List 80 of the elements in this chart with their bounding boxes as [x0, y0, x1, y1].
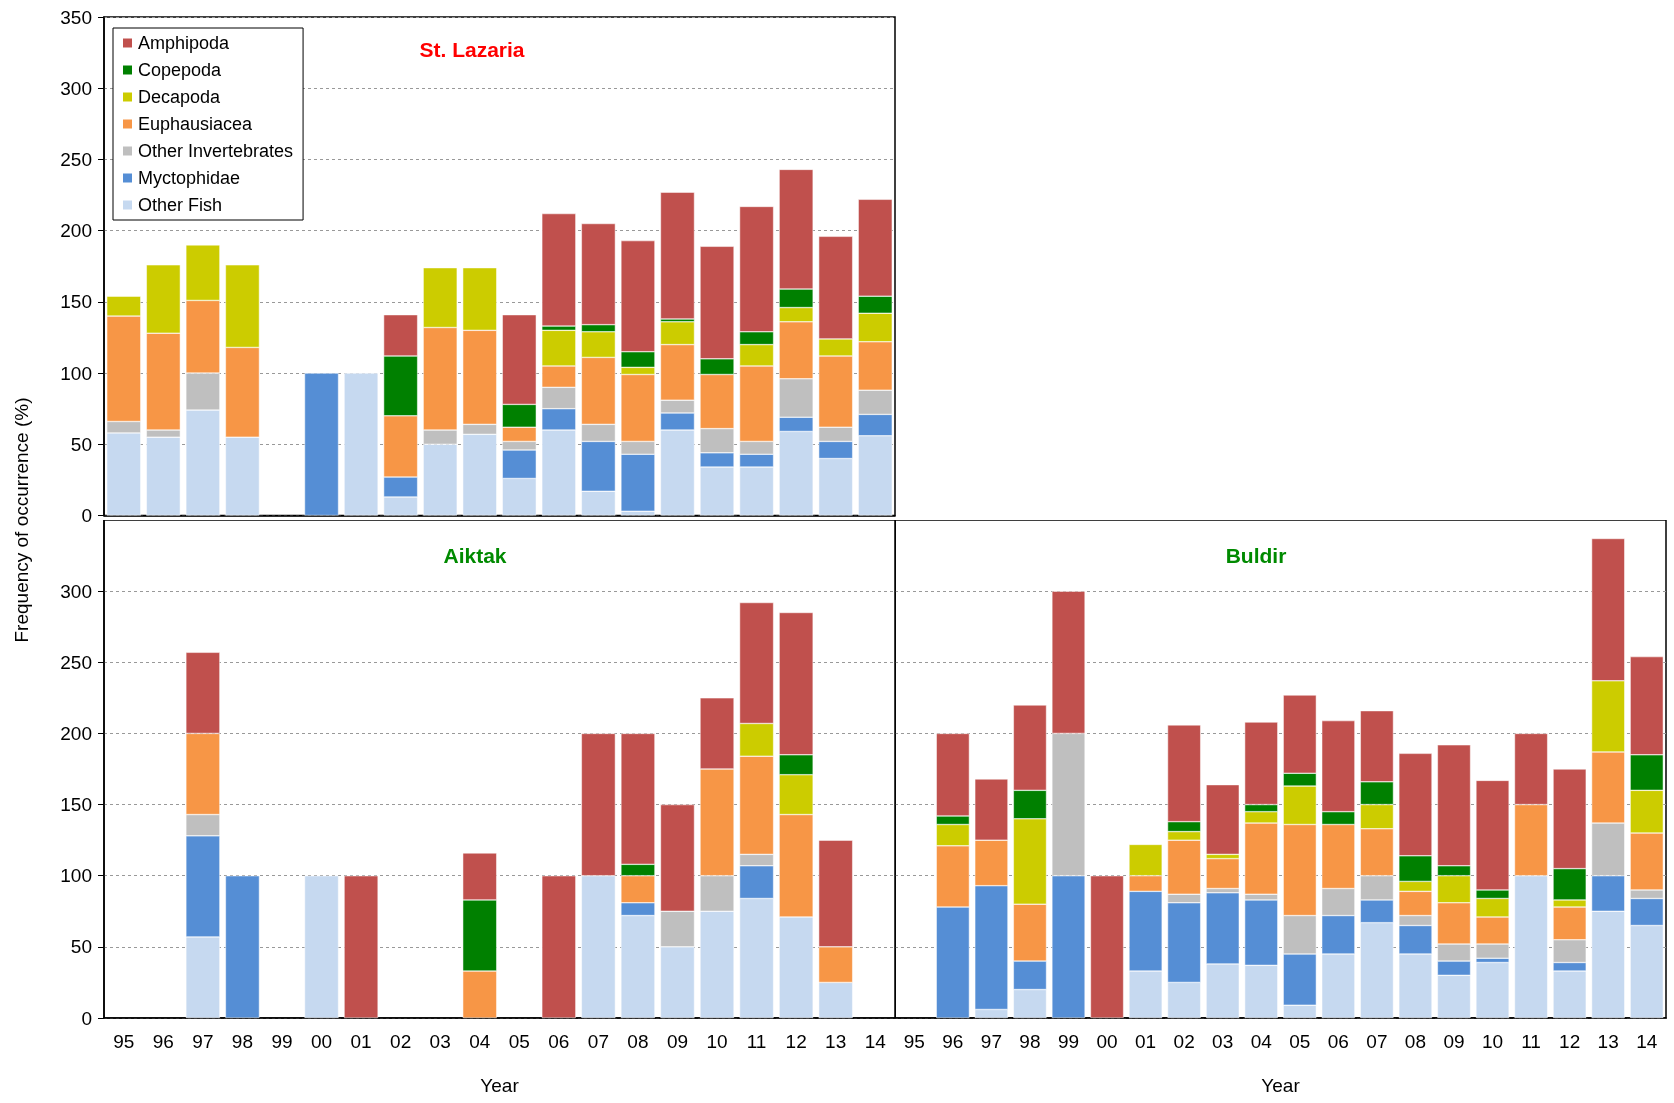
x-tick-label: 00 — [310, 1031, 333, 1052]
y-tick-label: 200 — [60, 220, 92, 242]
x-tick-label: 12 — [785, 1031, 807, 1052]
x-tick-label: 06 — [1327, 1031, 1349, 1052]
x-tick-label: 02 — [1173, 1031, 1195, 1052]
bar — [344, 875, 379, 1018]
x-tick-label: 05 — [508, 1031, 530, 1052]
y-tick-label: 250 — [60, 148, 92, 170]
x-tick-label: 97 — [192, 1031, 214, 1052]
y-tick-label: 0 — [81, 1007, 92, 1029]
bar — [541, 213, 576, 327]
x-tick-label: 04 — [1250, 1031, 1273, 1052]
bar — [660, 192, 695, 319]
legend-label: Euphausiacea — [138, 114, 254, 134]
x-tick-label: 14 — [1636, 1031, 1658, 1052]
y-tick-label: 0 — [81, 505, 92, 526]
x-tick-label: 09 — [1443, 1031, 1465, 1052]
legend-label: Copepoda — [138, 60, 223, 80]
x-tick-label: 03 — [1212, 1031, 1234, 1052]
x-tick-label: 98 — [231, 1031, 253, 1052]
x-tick-label: 96 — [942, 1031, 964, 1052]
legend-label: Decapoda — [138, 87, 222, 107]
x-tick-label: 95 — [113, 1031, 135, 1052]
x-tick-label: 07 — [1366, 1031, 1388, 1052]
y-tick-label: 300 — [60, 77, 92, 99]
x-tick-label: 13 — [825, 1031, 847, 1052]
x-tick-label: 00 — [1096, 1031, 1118, 1052]
text: Aiktak — [443, 544, 507, 567]
x-axis-title: Year — [1261, 1075, 1301, 1096]
x-tick-label: 07 — [587, 1031, 609, 1052]
x-tick-label: 06 — [548, 1031, 570, 1052]
x-tick-label: 10 — [706, 1031, 728, 1052]
bar — [225, 875, 260, 1018]
y-tick-label: 100 — [60, 362, 92, 384]
x-tick-label: 05 — [1289, 1031, 1311, 1052]
bar — [304, 875, 339, 1018]
legend-label: Other Invertebrates — [138, 141, 294, 161]
bar — [1206, 858, 1240, 889]
x-tick-label: 08 — [1404, 1031, 1426, 1052]
x-tick-label: 13 — [1597, 1031, 1619, 1052]
x-tick-label: 10 — [1481, 1031, 1504, 1052]
x-tick-label: 95 — [903, 1031, 925, 1052]
x-tick-label: 04 — [469, 1031, 491, 1052]
bar — [344, 373, 379, 516]
x-tick-label: 97 — [980, 1031, 1002, 1052]
text: St. Lazaria — [419, 38, 525, 61]
bar — [1475, 962, 1510, 1018]
x-tick-label: 99 — [1057, 1031, 1080, 1052]
legend-label: Myctophidae — [138, 168, 241, 188]
bar — [1206, 784, 1240, 855]
y-tick-label: 150 — [60, 291, 92, 313]
x-tick-label: 98 — [1019, 1031, 1041, 1052]
x-tick-label: 99 — [271, 1031, 293, 1052]
y-tick-label: 100 — [60, 865, 92, 887]
x-tick-label: 03 — [429, 1031, 451, 1052]
x-tick-label: 01 — [1135, 1031, 1157, 1052]
legend-label: Amphipoda — [138, 33, 231, 53]
y-tick-label: 250 — [60, 651, 92, 673]
x-tick-label: 01 — [350, 1031, 372, 1052]
x-tick-label: 11 — [746, 1031, 767, 1052]
bar — [1090, 875, 1124, 1018]
x-tick-label: 12 — [1559, 1031, 1581, 1052]
y-tick-label: 350 — [60, 6, 92, 28]
x-tick-label: 08 — [627, 1031, 649, 1052]
text: Buldir — [1225, 544, 1287, 567]
y-tick-label: 150 — [60, 794, 92, 816]
x-axis-title: Year — [480, 1075, 520, 1096]
x-tick-label: 11 — [1521, 1031, 1541, 1052]
bar — [541, 875, 576, 1018]
y-tick-label: 50 — [70, 433, 92, 455]
legend-label: Other Fish — [138, 195, 223, 215]
bar — [304, 373, 339, 516]
y-tick-label: 200 — [60, 722, 92, 744]
y-tick-label: 50 — [70, 936, 92, 958]
x-tick-label: 14 — [864, 1031, 887, 1052]
x-tick-label: 09 — [666, 1031, 689, 1052]
y-tick-label: 300 — [60, 580, 92, 602]
x-tick-label: 02 — [390, 1031, 412, 1052]
y-axis-title: Frequency of occurrence (%) — [11, 397, 33, 643]
x-tick-label: 96 — [152, 1031, 174, 1052]
